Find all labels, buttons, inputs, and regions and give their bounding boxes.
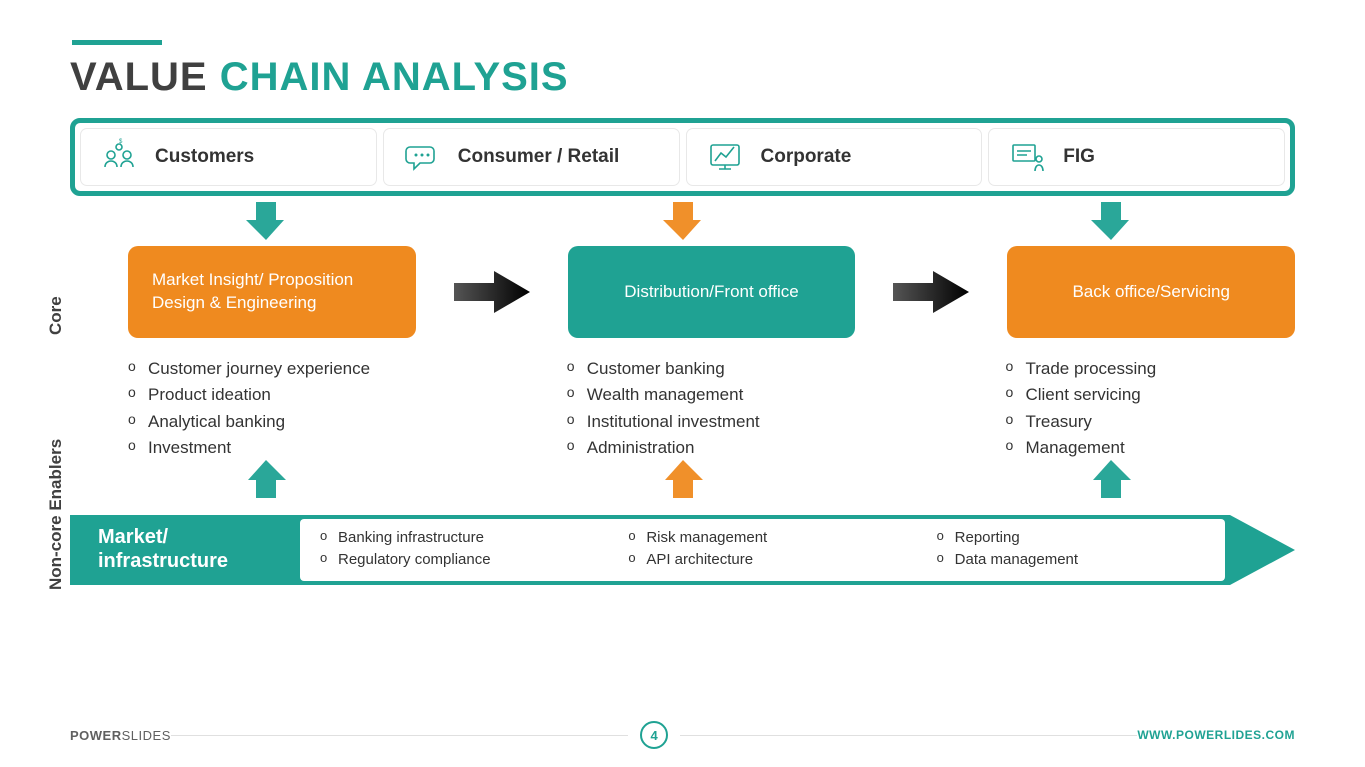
list-item: Administration	[567, 435, 857, 461]
page-number: 4	[640, 721, 668, 749]
segment-label: Customers	[155, 146, 254, 168]
list-item: Customer banking	[567, 356, 857, 382]
up-arrow-icon	[1089, 458, 1133, 507]
segment-customers: $ Customers	[81, 129, 376, 185]
segments-row: $ Customers Consumer / Retail Corporate …	[70, 118, 1295, 196]
up-arrow-icon	[244, 458, 288, 507]
list-col-1: Customer journey experienceProduct ideat…	[128, 356, 418, 461]
list-item: Regulatory compliance	[320, 549, 588, 571]
chart-icon	[705, 137, 745, 177]
banner-label: Market/infrastructure	[98, 525, 228, 573]
up-arrow-icon	[661, 458, 705, 507]
footer-line	[680, 735, 1137, 736]
core-box-text: Back office/Servicing	[1072, 281, 1229, 304]
list-item: Wealth management	[567, 382, 857, 408]
list-item: Institutional investment	[567, 409, 857, 435]
page-title: VALUE CHAIN ANALYSIS	[70, 55, 1295, 100]
list-col-2: Customer bankingWealth managementInstitu…	[567, 356, 857, 461]
list-item: Banking infrastructure	[320, 527, 588, 549]
down-arrow-icon	[1089, 198, 1133, 247]
core-box-3: Back office/Servicing	[1007, 246, 1295, 338]
list-item: Data management	[937, 549, 1205, 571]
list-item: API architecture	[628, 549, 896, 571]
chat-icon	[402, 137, 442, 177]
right-arrow-icon	[891, 267, 971, 317]
banner-col-1: Banking infrastructureRegulatory complia…	[320, 527, 588, 573]
list-item: Analytical banking	[128, 409, 418, 435]
segment-corporate: Corporate	[687, 129, 982, 185]
bottom-banner: Market/infrastructure Banking infrastruc…	[70, 507, 1295, 593]
segment-label: FIG	[1063, 146, 1095, 168]
svg-text:$: $	[119, 139, 123, 145]
footer-url: WWW.POWERLIDES.COM	[1137, 728, 1295, 742]
list-item: Treasury	[1005, 409, 1295, 435]
core-row: Market Insight/ Proposition Design & Eng…	[128, 246, 1295, 338]
list-item: Product ideation	[128, 382, 418, 408]
core-box-1: Market Insight/ Proposition Design & Eng…	[128, 246, 416, 338]
core-box-2: Distribution/Front office	[568, 246, 856, 338]
title-accent-bar	[72, 40, 162, 45]
list-item: Risk management	[628, 527, 896, 549]
down-arrows-row	[70, 198, 1295, 246]
segment-label: Consumer / Retail	[458, 146, 620, 168]
segment-label: Corporate	[761, 146, 852, 168]
down-arrow-icon	[244, 198, 288, 247]
title-part2: CHAIN ANALYSIS	[220, 55, 569, 99]
group-icon: $	[99, 137, 139, 177]
down-arrow-icon	[661, 198, 705, 247]
list-item: Trade processing	[1005, 356, 1295, 382]
title-part1: VALUE	[70, 55, 208, 99]
list-item: Reporting	[937, 527, 1205, 549]
lists-row: Customer journey experienceProduct ideat…	[128, 356, 1295, 461]
footer: POWERSLIDES 4 WWW.POWERLIDES.COM	[70, 721, 1295, 749]
segment-fig: FIG	[989, 129, 1284, 185]
banner-items: Banking infrastructureRegulatory complia…	[300, 519, 1225, 581]
board-icon	[1007, 137, 1047, 177]
footer-brand: POWERSLIDES	[70, 728, 171, 743]
up-arrows-row	[70, 467, 1295, 507]
list-col-3: Trade processingClient servicingTreasury…	[1005, 356, 1295, 461]
list-item: Customer journey experience	[128, 356, 418, 382]
noncore-label: Non-core Enablers	[46, 439, 66, 590]
banner-col-2: Risk managementAPI architecture	[628, 527, 896, 573]
core-box-text: Distribution/Front office	[624, 281, 798, 304]
right-arrow-icon	[452, 267, 532, 317]
segment-consumer: Consumer / Retail	[384, 129, 679, 185]
list-item: Client servicing	[1005, 382, 1295, 408]
core-label: Core	[46, 296, 66, 335]
footer-line	[171, 735, 628, 736]
core-box-text: Market Insight/ Proposition Design & Eng…	[152, 269, 392, 315]
list-item: Management	[1005, 435, 1295, 461]
banner-col-3: ReportingData management	[937, 527, 1205, 573]
